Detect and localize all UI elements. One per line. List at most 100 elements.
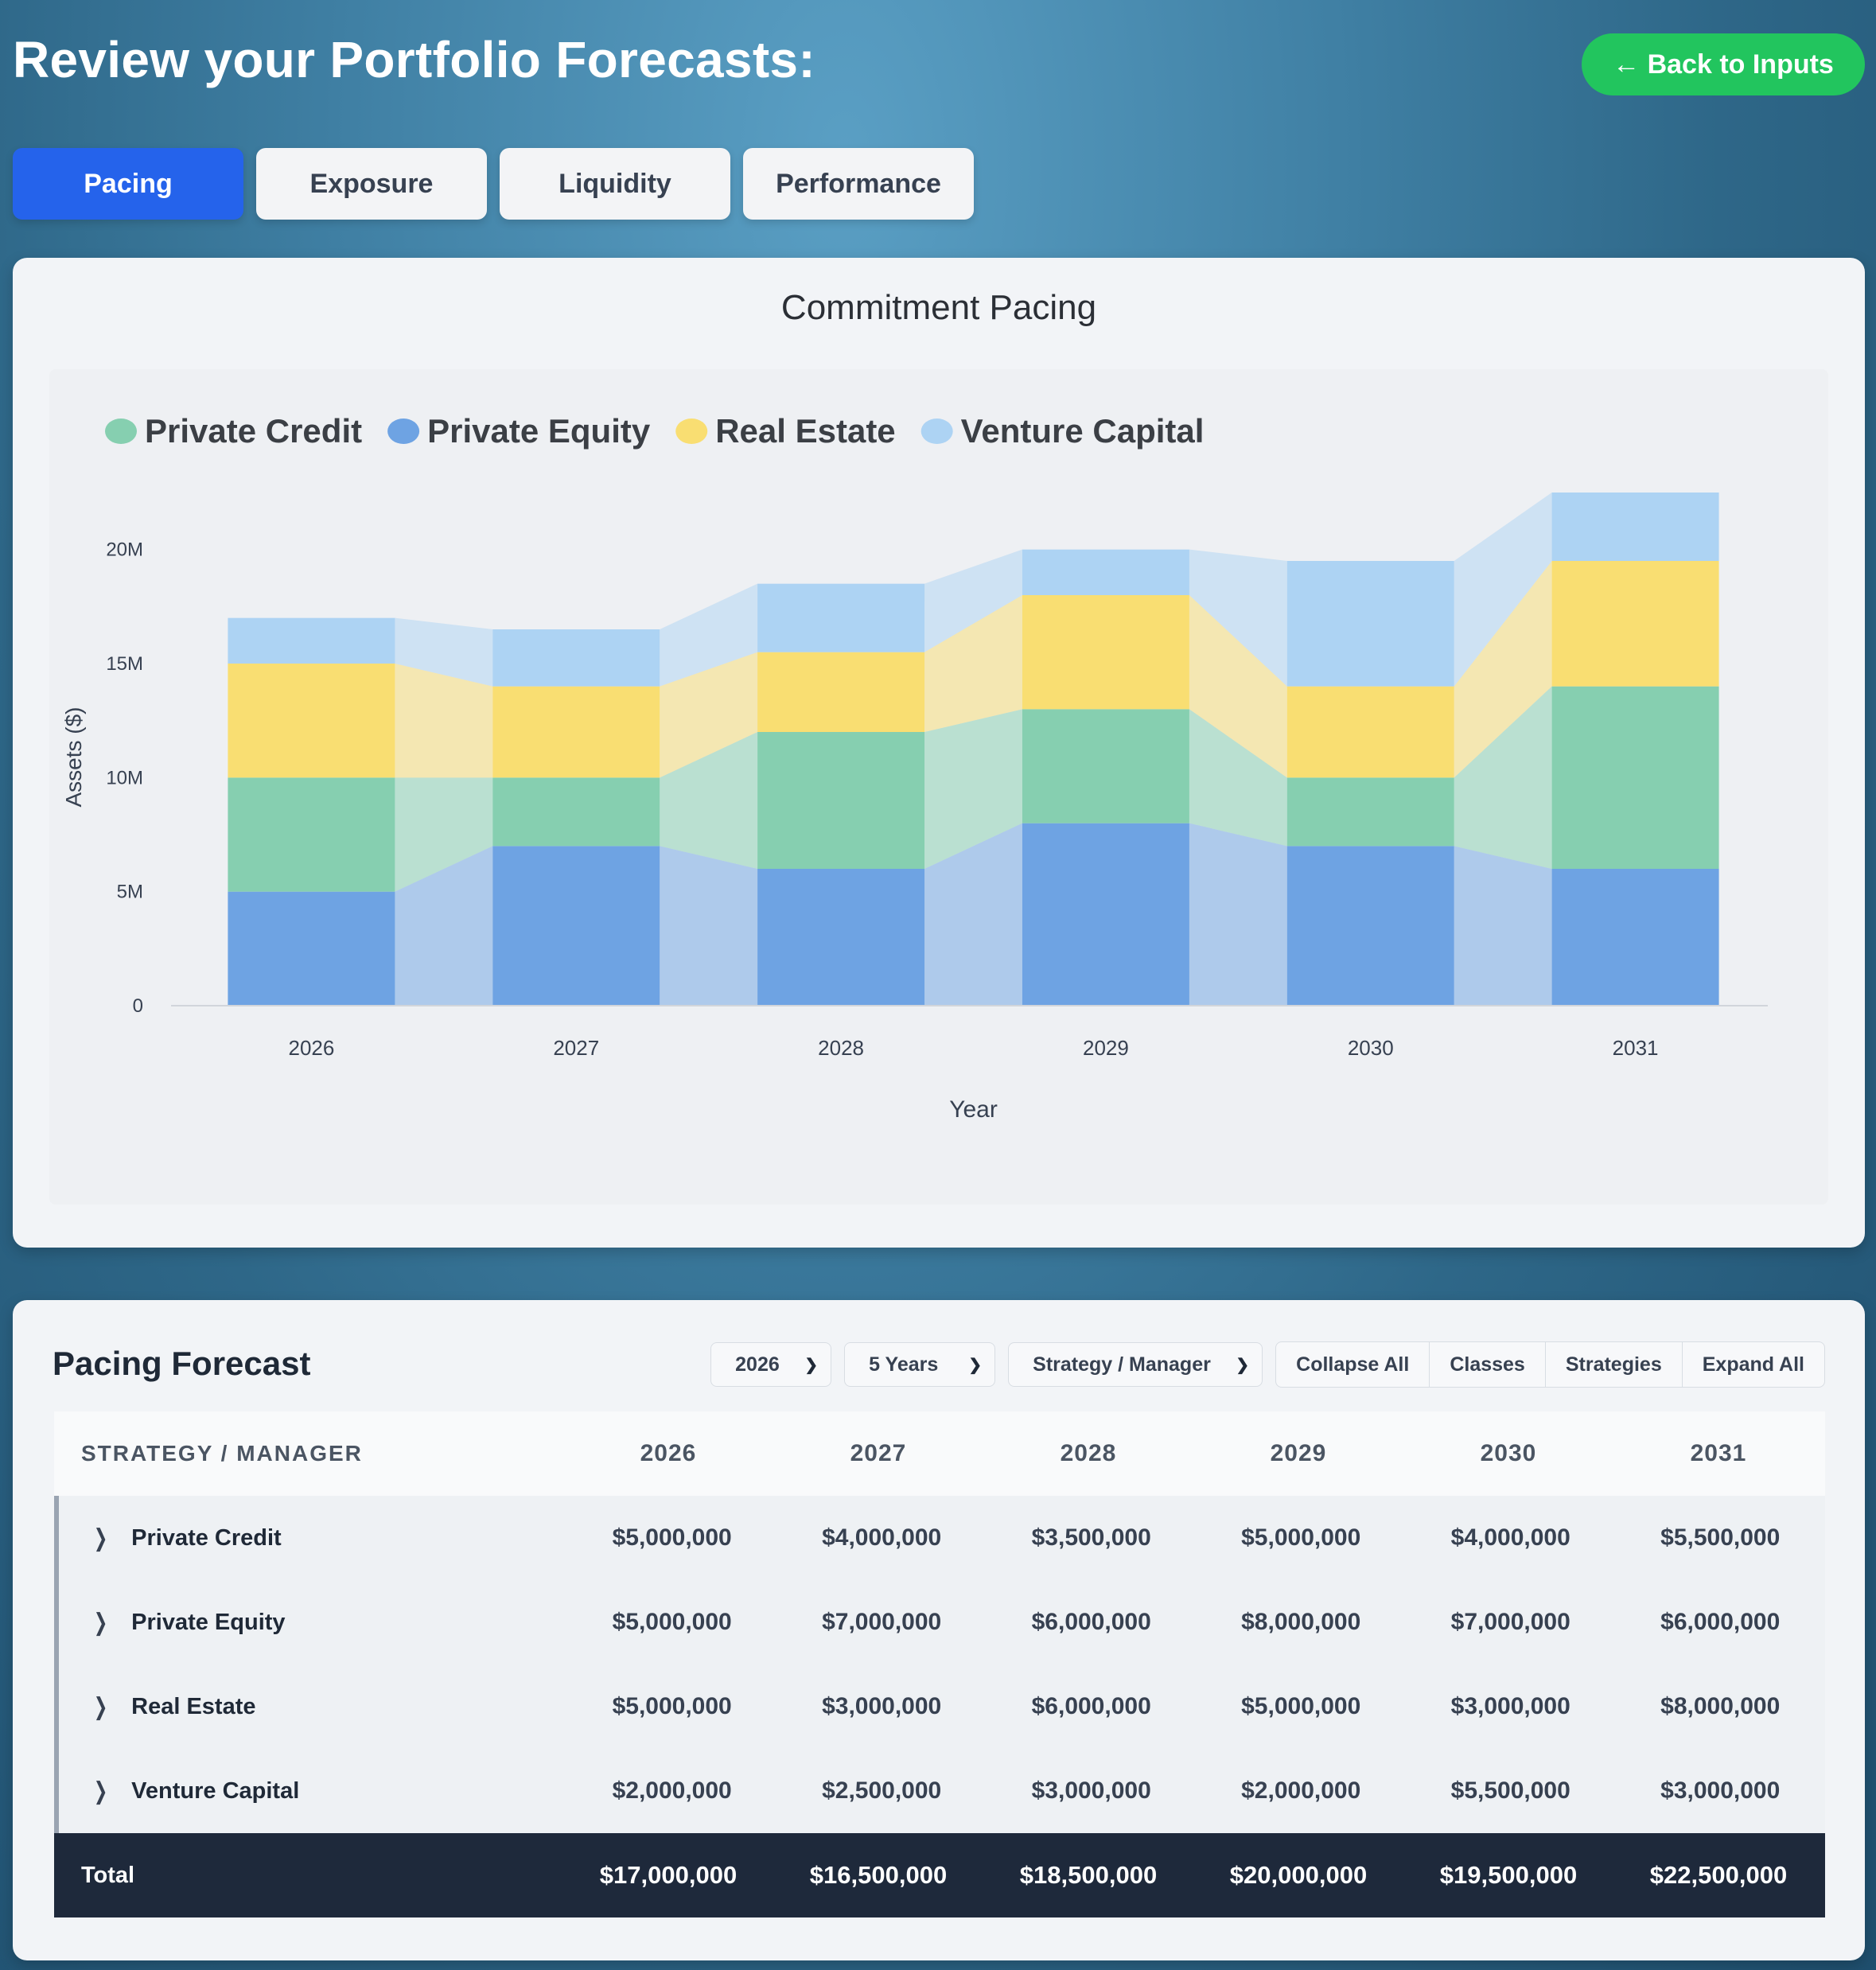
chevron-right-icon[interactable]: ❯ xyxy=(93,1609,108,1636)
table-cell: $2,000,000 xyxy=(612,1777,732,1804)
table-cell: $5,000,000 xyxy=(1241,1524,1361,1551)
table-cell: $7,000,000 xyxy=(1450,1609,1570,1635)
legend-label: Venture Capital xyxy=(961,412,1205,450)
total-cell: $18,500,000 xyxy=(1019,1861,1158,1889)
row-label: ❯ Venture Capital xyxy=(59,1777,567,1805)
table-controls: 2026 ❯ 5 Years ❯ Strategy / Manager ❯ Co… xyxy=(710,1341,1825,1388)
pacing-table: STRATEGY / MANAGER 2026 2027 2028 2029 2… xyxy=(54,1411,1825,1917)
area-connector xyxy=(660,583,758,687)
table-row[interactable]: ❯ Real Estate $5,000,000 $3,000,000 $6,00… xyxy=(59,1664,1825,1749)
table-cell: $6,000,000 xyxy=(1660,1609,1781,1635)
total-cell: $17,000,000 xyxy=(599,1861,738,1889)
table-cell: $7,000,000 xyxy=(822,1609,942,1635)
chart-area: 0 5M 10M 15M 20M 2026 2027 2028 2029 2030 2031 Year… xyxy=(49,369,1828,1205)
area-connector xyxy=(660,652,758,778)
total-cell: $19,500,000 xyxy=(1439,1861,1578,1889)
y-tick-label: 0 xyxy=(133,995,143,1017)
tab-pacing[interactable]: Pacing xyxy=(13,148,243,220)
chart-title: Commitment Pacing xyxy=(780,288,1097,327)
table-cell: $2,000,000 xyxy=(1241,1777,1361,1804)
bar xyxy=(1551,492,1719,561)
bar xyxy=(757,652,925,732)
table-row[interactable]: ❯ Venture Capital $2,000,000 $2,500,000 $… xyxy=(59,1749,1825,1833)
table-cell: $4,000,000 xyxy=(1450,1524,1570,1551)
table-cell: $3,500,000 xyxy=(1031,1524,1151,1551)
area-connector xyxy=(395,664,493,778)
table-total-row: Total $17,000,000 $16,500,000 $18,500,00… xyxy=(54,1833,1825,1917)
legend-label: Real Estate xyxy=(715,412,895,450)
table-cell: $3,000,000 xyxy=(822,1693,942,1719)
area-connector xyxy=(395,777,493,892)
bar xyxy=(1551,686,1719,869)
legend-swatch xyxy=(920,419,953,444)
year-select[interactable]: 2026 ❯ xyxy=(710,1342,832,1387)
row-label: ❯ Private Credit xyxy=(59,1524,567,1552)
horizon-select[interactable]: 5 Years ❯ xyxy=(844,1342,996,1387)
tab-performance[interactable]: Performance xyxy=(743,148,974,220)
table-cell: $6,000,000 xyxy=(1031,1609,1151,1635)
table-cell: $5,000,000 xyxy=(1241,1693,1361,1719)
bar xyxy=(1551,869,1719,1006)
area-connector xyxy=(1454,492,1552,687)
table-cell: $5,000,000 xyxy=(612,1693,732,1719)
row-name: Private Equity xyxy=(131,1609,286,1635)
bar xyxy=(492,777,660,847)
bar xyxy=(228,891,395,1006)
table-cell: $2,500,000 xyxy=(822,1777,942,1804)
row-label: ❯ Private Equity xyxy=(59,1609,567,1637)
area-connector xyxy=(924,709,1022,869)
table-cell: $5,000,000 xyxy=(612,1524,732,1551)
area-connector xyxy=(1189,595,1287,778)
area-connector xyxy=(1189,709,1287,847)
bar xyxy=(1286,686,1454,778)
expand-button-group: Collapse All Classes Strategies Expand A… xyxy=(1275,1341,1825,1388)
area-connector xyxy=(924,595,1022,732)
area-connector xyxy=(395,846,493,1006)
group-by-select[interactable]: Strategy / Manager ❯ xyxy=(1008,1342,1263,1387)
table-row[interactable]: ❯ Private Equity $5,000,000 $7,000,000 $6… xyxy=(59,1580,1825,1664)
pacing-forecast-card: Pacing Forecast 2026 ❯ 5 Years ❯ Strateg… xyxy=(13,1300,1865,1960)
column-header-year: 2029 xyxy=(1270,1440,1327,1466)
area-connector xyxy=(660,846,758,1006)
x-tick-label: 2029 xyxy=(1083,1036,1129,1060)
bar xyxy=(228,777,395,892)
column-header-year: 2027 xyxy=(850,1440,907,1466)
collapse-all-button[interactable]: Collapse All xyxy=(1276,1342,1430,1387)
table-row[interactable]: ❯ Private Credit $5,000,000 $4,000,000 $3… xyxy=(59,1496,1825,1580)
chevron-right-icon[interactable]: ❯ xyxy=(93,1693,108,1720)
x-tick-label: 2031 xyxy=(1613,1036,1659,1060)
expand-all-button[interactable]: Expand All xyxy=(1683,1342,1824,1387)
back-to-inputs-button[interactable]: ← Back to Inputs xyxy=(1582,33,1865,95)
bar xyxy=(228,617,395,664)
bar xyxy=(1286,561,1454,687)
row-label: ❯ Real Estate xyxy=(59,1693,567,1721)
y-tick-label: 5M xyxy=(117,882,143,903)
chevron-right-icon[interactable]: ❯ xyxy=(93,1777,108,1805)
legend-label: Private Credit xyxy=(145,412,362,450)
horizon-select-value: 5 Years xyxy=(869,1353,939,1376)
row-name: Private Credit xyxy=(131,1524,282,1551)
chevron-down-icon: ❯ xyxy=(1236,1356,1250,1374)
strategies-button[interactable]: Strategies xyxy=(1546,1342,1683,1387)
legend-swatch xyxy=(675,419,708,444)
tab-exposure[interactable]: Exposure xyxy=(256,148,487,220)
table-header-row: STRATEGY / MANAGER 2026 2027 2028 2029 2… xyxy=(54,1411,1825,1496)
table-cell: $3,000,000 xyxy=(1031,1777,1151,1804)
table-cell: $8,000,000 xyxy=(1660,1693,1781,1719)
table-body: ❯ Private Credit $5,000,000 $4,000,000 $3… xyxy=(54,1496,1825,1833)
chevron-right-icon[interactable]: ❯ xyxy=(93,1524,108,1551)
tab-liquidity[interactable]: Liquidity xyxy=(500,148,730,220)
bar xyxy=(1286,777,1454,847)
bar xyxy=(492,846,660,1006)
table-cell: $5,000,000 xyxy=(612,1609,732,1635)
total-label: Total xyxy=(81,1862,135,1888)
bar xyxy=(1022,709,1189,823)
area-connector xyxy=(1189,823,1287,1006)
total-cell: $22,500,000 xyxy=(1649,1861,1788,1889)
classes-button[interactable]: Classes xyxy=(1430,1342,1546,1387)
row-name: Real Estate xyxy=(131,1693,256,1719)
area-connector xyxy=(924,549,1022,652)
x-tick-label: 2028 xyxy=(818,1036,864,1060)
table-cell: $4,000,000 xyxy=(822,1524,942,1551)
area-connector xyxy=(924,823,1022,1006)
